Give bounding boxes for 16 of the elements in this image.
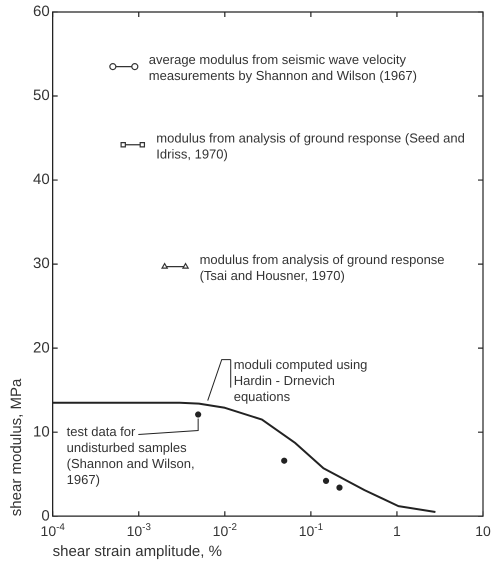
y-tick-label: 50 (32, 87, 50, 104)
y-tick-label: 40 (32, 171, 50, 188)
series-label: modulus from analysis of ground response (Seed and Idriss, 1970) (156, 130, 465, 162)
series-label: average modulus from seismic wave velocity measurements by Shannon and Wilson (1967) (148, 52, 417, 84)
y-tick-label: 10 (32, 423, 50, 440)
y-tick-label: 0 (41, 507, 50, 524)
annotation: moduli computed using Hardin - Drnevich equations (234, 357, 368, 404)
y-tick-label: 30 (32, 255, 50, 272)
annotation: test data for undisturbed samples (Shannon and Wilson, 1967) (66, 424, 195, 488)
x-tick-label: 10 (475, 523, 491, 540)
x-axis-title: shear strain amplitude, % (52, 543, 222, 560)
y-tick-label: 20 (32, 339, 50, 356)
y-axis-title: shear modulus, MPa (8, 378, 26, 516)
series-label: modulus from analysis of ground response (Tsai and Housner, 1970) (200, 252, 445, 284)
x-tick-label: 1 (393, 523, 402, 540)
y-tick-label: 60 (32, 3, 50, 20)
